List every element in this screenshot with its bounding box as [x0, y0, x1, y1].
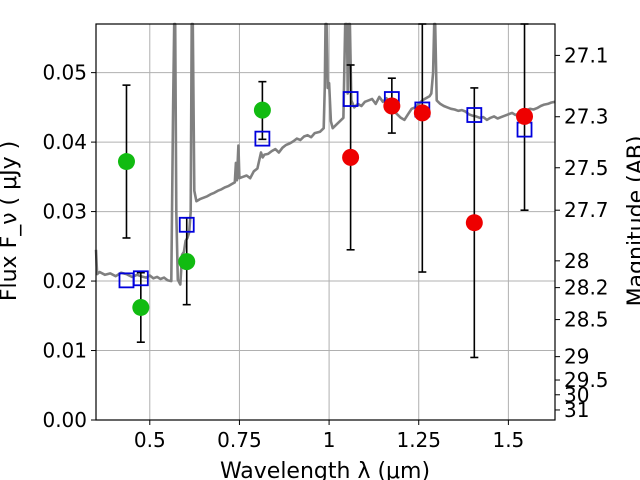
right-tick-label: 27.1	[564, 43, 609, 67]
x-axis-ticks: 0.5 0.75 1 1.25 1.5	[134, 420, 524, 452]
observed-point-marker	[465, 214, 483, 232]
right-tick-label: 29.5	[564, 368, 609, 392]
plot-frame	[95, 23, 556, 421]
observed-point-marker	[516, 107, 534, 125]
right-tick-label: 28.5	[564, 308, 609, 332]
y-tick-label: 0.01	[42, 339, 87, 363]
model-square-marker	[132, 270, 149, 287]
spectrum-layer	[94, 22, 556, 286]
x-tick-label: 0.5	[134, 428, 166, 452]
observed-point-marker	[253, 101, 271, 119]
y-tick-label: 0.02	[42, 269, 87, 293]
right-tick-label: 27.5	[564, 156, 609, 180]
model-square-marker	[466, 107, 483, 123]
observed-point-marker	[383, 97, 401, 115]
y-tick-label: 0.03	[42, 200, 87, 224]
x-tick-label: 0.75	[217, 428, 262, 452]
y-tick-label: 0.04	[42, 130, 87, 154]
observed-point-marker	[117, 153, 135, 171]
marker-layer	[117, 91, 534, 316]
model-square-marker	[342, 91, 359, 107]
spectrum-line	[94, 22, 556, 286]
y-axis-ticks: 0.00 0.01 0.02 0.03 0.04 0.05	[42, 61, 96, 432]
y-axis-label: Flux F_ν ( μJy )	[0, 141, 22, 301]
right-tick-label: 31	[564, 398, 589, 422]
observed-point-marker	[342, 148, 360, 166]
right-axis-label: Magnitude (AB)	[624, 136, 640, 307]
observed-point-marker	[178, 253, 196, 271]
y-tick-label: 0.00	[42, 408, 87, 432]
observed-point-marker	[413, 104, 431, 122]
right-tick-label: 27.3	[564, 105, 609, 129]
x-axis-label: Wavelength λ (μm)	[220, 459, 430, 480]
model-square-marker	[178, 216, 195, 233]
right-tick-label: 29	[564, 345, 589, 369]
right-tick-label: 28	[564, 249, 589, 273]
x-tick-label: 1.25	[396, 428, 441, 452]
y-tick-label: 0.05	[42, 61, 87, 85]
observed-point-marker	[132, 298, 150, 316]
right-tick-label: 27.7	[564, 198, 609, 222]
right-tick-label: 30	[564, 383, 589, 407]
right-tick-label: 28.2	[564, 276, 609, 300]
x-tick-label: 1.5	[492, 428, 524, 452]
model-square-marker	[254, 130, 271, 147]
x-tick-label: 1	[323, 428, 336, 452]
